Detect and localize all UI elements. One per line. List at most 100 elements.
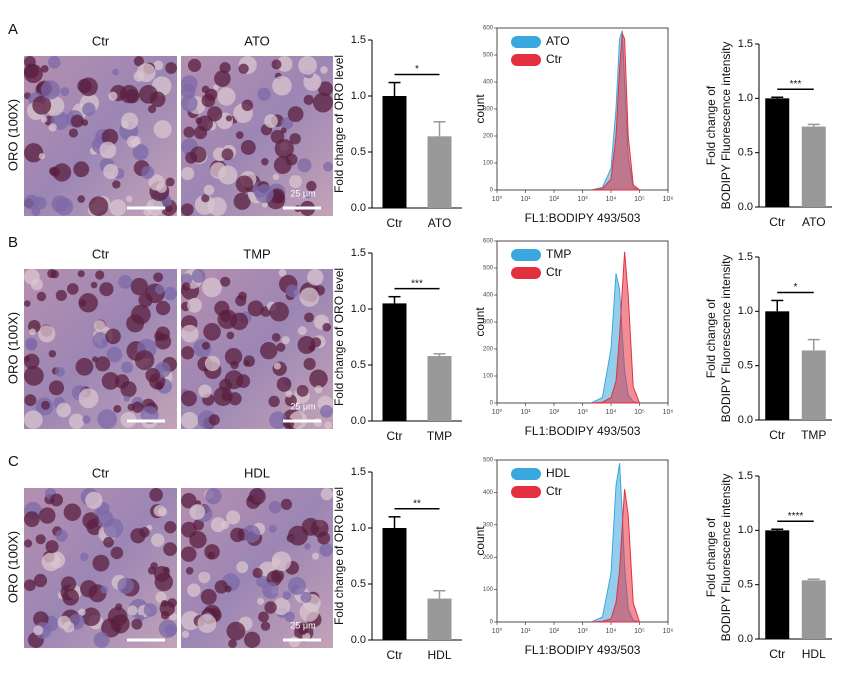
cell	[235, 131, 244, 139]
cell	[63, 621, 75, 633]
legend-swatch	[511, 267, 541, 279]
cell	[133, 71, 145, 82]
cell	[90, 281, 98, 289]
cell	[73, 161, 90, 178]
cell	[281, 336, 290, 345]
y-tick-label: 500	[483, 53, 494, 59]
y-tick-label: 600	[483, 26, 494, 32]
y-tick-label: 0.0	[738, 201, 753, 213]
bar	[427, 356, 452, 421]
cell	[303, 94, 314, 105]
cell	[254, 184, 274, 204]
cell	[280, 117, 294, 130]
cell	[35, 534, 46, 545]
x-tick-label: 10⁶	[663, 196, 674, 203]
cell	[155, 300, 171, 316]
scale-label: 25 μm	[290, 620, 315, 630]
cell	[38, 153, 45, 160]
cell	[127, 605, 138, 616]
cell	[213, 84, 220, 91]
cell	[48, 56, 61, 69]
cell	[213, 386, 233, 407]
y-tick-label: 500	[483, 266, 494, 272]
bar	[801, 580, 826, 639]
cell	[243, 355, 255, 367]
cell	[238, 291, 247, 301]
density-curve	[591, 489, 641, 623]
cell	[140, 405, 159, 424]
cell	[241, 99, 254, 112]
y-tick-label: 0.5	[738, 360, 753, 372]
cell	[311, 552, 320, 560]
y-tick-label: 0.0	[351, 415, 366, 427]
cell	[289, 175, 303, 188]
cell	[220, 276, 231, 287]
cell	[158, 507, 168, 517]
cell	[148, 174, 165, 191]
legend-label: Ctr	[546, 265, 562, 279]
y-tick-label: 1.5	[738, 251, 753, 263]
cell	[187, 58, 202, 72]
x-tick-label: 10⁵	[634, 628, 645, 635]
panel-label: B	[8, 234, 18, 251]
panel-label: C	[8, 453, 19, 470]
cell	[24, 410, 43, 430]
cell	[105, 328, 121, 345]
cell	[285, 284, 299, 298]
cell	[274, 139, 294, 159]
cell	[282, 417, 295, 429]
cell	[97, 409, 118, 429]
cell	[247, 300, 264, 317]
y-tick-label: 400	[483, 80, 494, 86]
cell	[47, 269, 57, 279]
cell	[276, 56, 293, 72]
micrograph	[24, 488, 178, 649]
legend-swatch	[511, 36, 541, 48]
y-tick-label: 0	[490, 401, 494, 407]
cell	[181, 492, 197, 509]
cell	[125, 195, 133, 203]
cell	[243, 631, 261, 648]
cell	[77, 270, 85, 278]
micrograph	[181, 56, 333, 216]
y-axis-label: Fold change of	[704, 517, 718, 597]
x-axis-label: FL1:BODIPY 493/503	[525, 424, 641, 438]
x-tick-label: 10⁰	[492, 627, 503, 635]
cell	[203, 322, 221, 341]
cell	[56, 402, 71, 418]
cell	[85, 491, 103, 509]
y-tick-label: 0	[490, 620, 494, 626]
cell	[181, 346, 195, 360]
cell	[93, 320, 106, 332]
cell	[257, 597, 265, 605]
y-tick-label: 300	[483, 107, 494, 113]
cell	[258, 611, 269, 623]
cell	[181, 273, 193, 285]
cell	[123, 395, 130, 402]
y-tick-label: 300	[483, 522, 494, 528]
cell	[219, 378, 233, 392]
cell	[264, 114, 278, 128]
x-tick-label: 10³	[577, 409, 588, 416]
cell	[45, 540, 59, 554]
x-tick-label: 10⁵	[634, 196, 645, 203]
cell	[230, 360, 239, 370]
significance: ***	[411, 278, 423, 289]
cell	[297, 326, 307, 336]
cell	[181, 611, 201, 631]
cell	[181, 390, 197, 407]
cell	[284, 611, 295, 622]
cell	[187, 297, 202, 313]
cell	[163, 542, 178, 557]
cell	[157, 382, 164, 389]
cell	[92, 554, 110, 572]
cell	[233, 192, 251, 210]
cell	[269, 301, 289, 322]
cell	[210, 517, 226, 533]
cell	[81, 607, 101, 627]
cell	[268, 524, 277, 533]
cell	[155, 284, 165, 295]
x-tick-label: HDL	[802, 647, 826, 661]
micrograph	[181, 269, 334, 430]
bar	[382, 303, 407, 421]
